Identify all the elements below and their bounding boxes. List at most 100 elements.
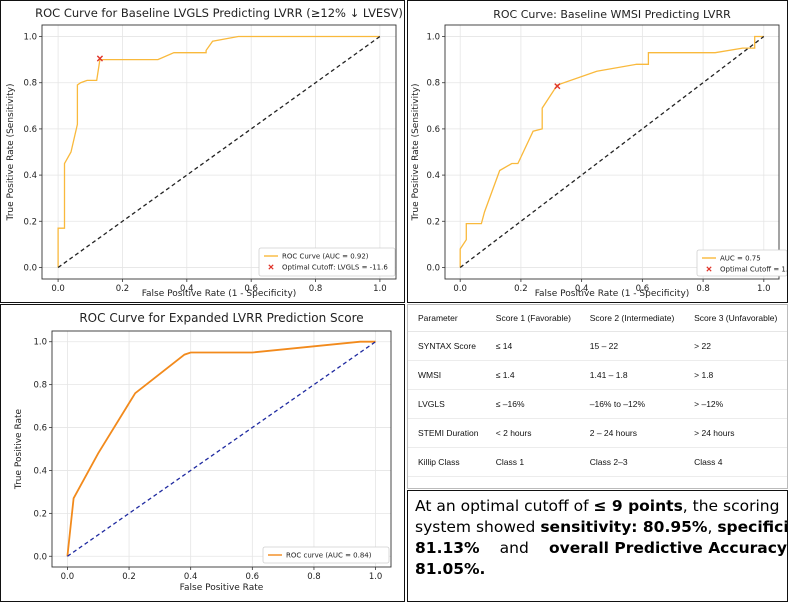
y-tick-label: 0.6: [426, 125, 440, 135]
lvgls-roc-panel: 0.0 0.2 0.4 0.6 0.8 1.0 0.0 0.2 0.4 0.6 0.8 1.0 ROC …: [0, 0, 405, 303]
y-tick-label: 1.0: [33, 338, 47, 348]
y-tick-label: 1.0: [23, 33, 37, 43]
table-row: LVGLS ≤ –16% –16% to –12% > –12%: [408, 389, 787, 419]
optimal-cutoff-marker: [96, 55, 104, 62]
summary-specificity-label: specificity: [717, 518, 788, 536]
marker-stroke: [96, 55, 104, 62]
summary-line: 81.13% and overall Predictive Accuracy: [415, 538, 787, 559]
x-tick-label: 0.2: [122, 572, 136, 582]
y-tick-label: 0.2: [426, 217, 440, 227]
x-tick-label: 1.0: [757, 284, 771, 294]
chance-diagonal-line: [67, 341, 376, 557]
chart-title: ROC Curve for Baseline LVGLS Predicting …: [35, 6, 403, 20]
y-tick-label: 0.0: [23, 263, 37, 273]
header-parameter: Parameter: [408, 305, 486, 332]
chance-diagonal-line: [459, 35, 765, 269]
plot-frame: [51, 330, 392, 568]
x-tick-label: 0.0: [453, 284, 467, 294]
x-tick-label: 0.4: [184, 572, 198, 582]
table-cell: < 2 hours: [485, 418, 580, 448]
summary-text-segment: At an optimal cutoff of: [415, 497, 594, 515]
table-cell: 1.41 – 1.8: [579, 360, 685, 390]
x-tick-label: 0.0: [51, 284, 65, 294]
table-cell: Killip Class: [408, 447, 486, 477]
roc-curve-line: [57, 35, 380, 268]
legend-box: [258, 247, 396, 277]
summary-text: At an optimal cutoff of ≤ 9 points, the …: [415, 496, 788, 580]
legend-label: AUC = 0.75: [720, 255, 761, 263]
wmsi-roc-chart: 0.0 0.2 0.4 0.6 0.8 1.0 0.0 0.2 0.4 0.6 0.8 1.0 ROC …: [411, 8, 788, 299]
table-cell: –16% to –12%: [579, 389, 685, 419]
y-axis-label: True Positive Rate (Sensitivity): [411, 84, 421, 222]
summary-line: system showed sensitivity: 80.95%, speci…: [415, 517, 788, 538]
x-tick-label: 0.2: [514, 284, 528, 294]
summary-accuracy-label: overall Predictive Accuracy: [548, 539, 787, 557]
header-score-3: Score 3 (Unfavorable): [684, 305, 787, 332]
y-tick-label: 0.8: [23, 79, 37, 89]
summary-text-segment: ,: [707, 518, 718, 536]
expanded-score-roc-panel: 0.0 0.2 0.4 0.6 0.8 1.0 0.0 0.2 0.4 0.6 0.8 1.0 ROC …: [0, 304, 405, 602]
x-tick-label: 1.0: [369, 572, 383, 582]
y-tick-label: 0.0: [426, 263, 440, 273]
plot-frame: [41, 24, 397, 280]
summary-text-segment: , the scoring: [682, 497, 780, 515]
x-tick-label: 0.8: [309, 284, 323, 294]
x-tick-label: 1.0: [373, 284, 387, 294]
chart-title: ROC Curve for Expanded LVRR Prediction S…: [79, 311, 363, 325]
lvgls-roc-chart: 0.0 0.2 0.4 0.6 0.8 1.0 0.0 0.2 0.4 0.6 0.8 1.0 ROC …: [6, 6, 403, 299]
x-tick-label: 0.0: [61, 572, 75, 582]
table-cell: > 22: [684, 331, 787, 361]
legend-label: Optimal Cutoff: LVGLS = -11.6: [282, 264, 388, 272]
score-table-header: Parameter Score 1 (Favorable) Score 2 (I…: [408, 305, 787, 332]
y-tick-label: 1.0: [426, 33, 440, 43]
table-cell: Class 2–3: [579, 447, 685, 477]
table-row: WMSI ≤ 1.4 1.41 – 1.8 > 1.8: [408, 360, 787, 390]
table-row: Killip Class Class 1 Class 2–3 Class 4: [408, 447, 787, 477]
table-row: SYNTAX Score ≤ 14 15 – 22 > 22: [408, 331, 787, 361]
x-tick-label: 0.2: [116, 284, 130, 294]
table-cell: 15 – 22: [579, 331, 685, 361]
score-table-panel: Parameter Score 1 (Favorable) Score 2 (I…: [407, 304, 788, 489]
y-tick-label: 0.0: [33, 552, 47, 562]
legend-label: ROC Curve (AUC = 0.92): [282, 253, 369, 261]
y-tick-label: 0.4: [426, 171, 440, 181]
x-axis-label: False Positive Rate (1 - Specificity): [535, 289, 690, 299]
table-cell: > 24 hours: [684, 418, 787, 448]
summary-cutoff: ≤ 9 points: [593, 497, 683, 515]
table-cell: STEMI Duration: [408, 418, 486, 448]
legend-box: [262, 546, 390, 564]
table-cell: > –12%: [684, 389, 787, 419]
legend-label: ROC curve (AUC = 0.84): [286, 552, 372, 560]
x-tick-label: 0.6: [636, 284, 650, 294]
table-cell: > 1.8: [684, 360, 787, 390]
table-cell: ≤ 1.4: [485, 360, 580, 390]
chance-diagonal-line: [57, 35, 381, 269]
x-tick-label: 0.6: [246, 572, 260, 582]
header-score-1: Score 1 (Favorable): [485, 305, 580, 332]
summary-text-segment: and: [499, 539, 529, 557]
y-tick-label: 0.8: [426, 79, 440, 89]
x-tick-label: 0.4: [180, 284, 194, 294]
optimal-cutoff-marker: [554, 83, 561, 90]
table-cell: 2 – 24 hours: [579, 418, 685, 448]
summary-line: At an optimal cutoff of ≤ 9 points, the …: [415, 496, 787, 517]
summary-sensitivity: sensitivity: 80.95%: [540, 518, 708, 536]
y-tick-label: 0.2: [33, 509, 47, 519]
x-tick-label: 0.6: [244, 284, 258, 294]
legend-marker-swatch: [268, 264, 274, 270]
table-cell: ≤ –16%: [485, 389, 580, 419]
legend-label: Optimal Cutoff = 1.8: [720, 266, 787, 274]
chart-title: ROC Curve: Baseline WMSI Predicting LVRR: [493, 8, 731, 21]
y-tick-label: 0.4: [23, 171, 37, 181]
y-tick-label: 0.8: [33, 381, 47, 391]
plot-frame: [444, 24, 780, 280]
wmsi-roc-panel: 0.0 0.2 0.4 0.6 0.8 1.0 0.0 0.2 0.4 0.6 0.8 1.0 ROC …: [407, 0, 788, 303]
summary-text-segment: system showed: [415, 518, 541, 536]
y-tick-label: 0.2: [23, 217, 37, 227]
table-cell: ≤ 14: [485, 331, 580, 361]
y-axis-label: True Positive Rate (Sensitivity): [6, 84, 16, 222]
x-axis-label: False Positive Rate (1 - Specificity): [142, 289, 297, 299]
summary-specificity-value: 81.13%: [415, 539, 480, 557]
table-cell: Class 1: [485, 447, 580, 477]
x-axis-label: False Positive Rate: [180, 583, 264, 593]
